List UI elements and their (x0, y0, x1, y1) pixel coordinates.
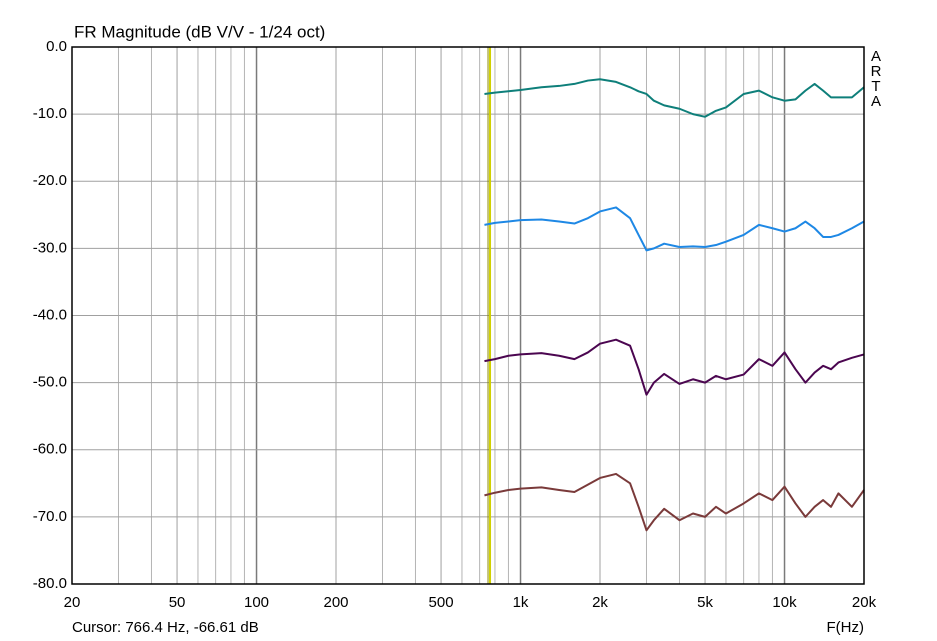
plot-frame (71, 46, 865, 585)
y-tick-label: 0.0 (46, 38, 67, 55)
cursor-readout: Cursor: 766.4 Hz, -66.61 dB (72, 619, 259, 636)
x-tick-label: 100 (244, 594, 269, 611)
x-tick-label: 1k (513, 594, 529, 611)
y-tick-label: -10.0 (33, 105, 67, 122)
x-tick-label: 20 (64, 594, 81, 611)
chart-title: FR Magnitude (dB V/V - 1/24 oct) (74, 22, 325, 41)
y-tick-label: -50.0 (33, 374, 67, 391)
y-tick-label: -40.0 (33, 306, 67, 323)
x-tick-label: 50 (169, 594, 186, 611)
x-tick-label: 2k (592, 594, 608, 611)
x-tick-label: 20k (852, 594, 877, 611)
x-axis-label: F(Hz) (827, 619, 865, 636)
series-line (484, 206, 865, 252)
y-tick-label: -80.0 (33, 575, 67, 592)
series-line (484, 338, 865, 396)
x-tick-label: 500 (429, 594, 454, 611)
series-line (484, 472, 865, 532)
y-tick-label: -70.0 (33, 508, 67, 525)
y-tick-label: -20.0 (33, 172, 67, 189)
x-tick-label: 10k (772, 594, 797, 611)
series-line (484, 78, 865, 118)
y-tick-label: -60.0 (33, 441, 67, 458)
x-tick-label: 5k (697, 594, 713, 611)
y-tick-label: -30.0 (33, 239, 67, 256)
x-tick-label: 200 (323, 594, 348, 611)
